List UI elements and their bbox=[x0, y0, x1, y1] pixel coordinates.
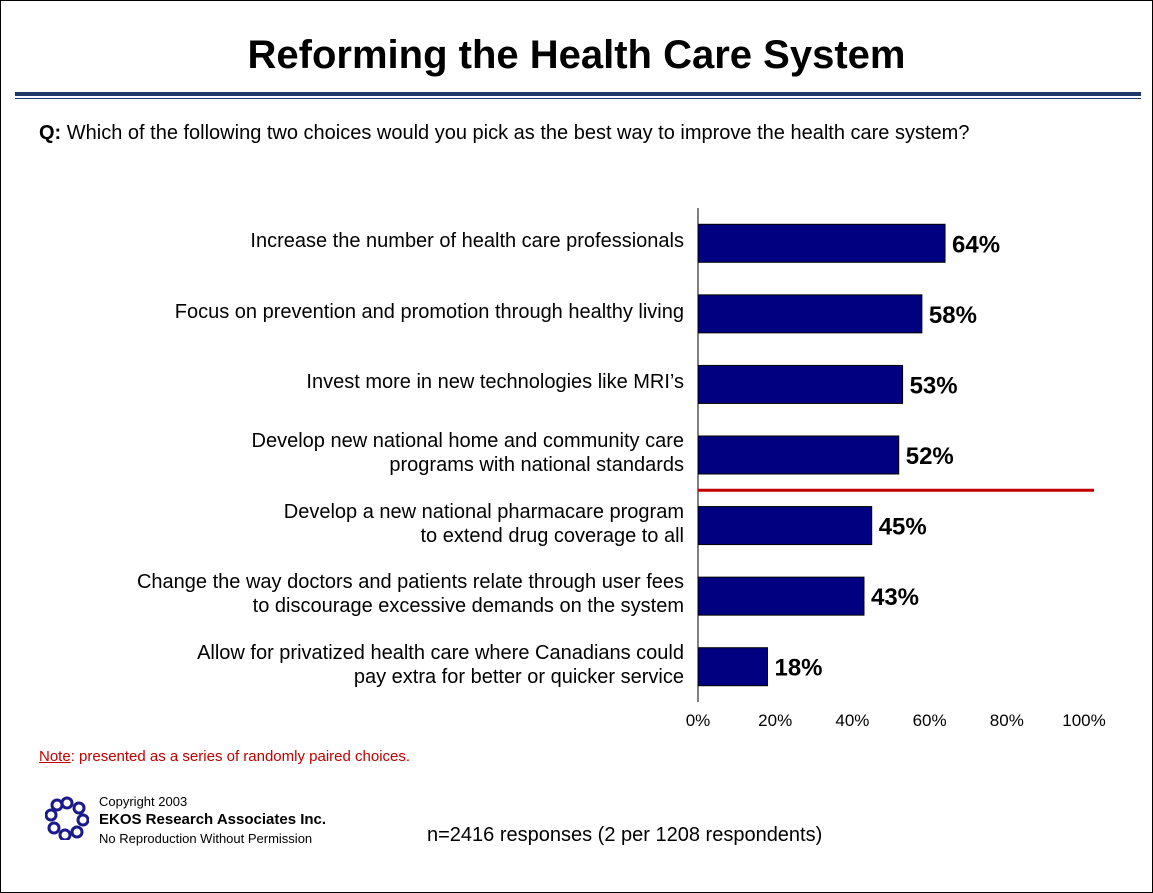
category-label: Develop new national home and community … bbox=[252, 429, 684, 477]
title-rule-thin bbox=[15, 98, 1141, 99]
bar bbox=[697, 435, 900, 475]
data-label: 45% bbox=[879, 514, 927, 541]
data-label: 43% bbox=[871, 584, 919, 611]
data-label: 64% bbox=[952, 231, 1000, 258]
category-label: Increase the number of health care profe… bbox=[250, 229, 684, 253]
data-label: 18% bbox=[774, 655, 822, 682]
x-tick-label: 100% bbox=[1062, 711, 1105, 730]
copyright-year: Copyright 2003 bbox=[99, 794, 188, 809]
category-label: Allow for privatized health care where C… bbox=[197, 641, 684, 689]
bar bbox=[697, 576, 865, 616]
data-label: 58% bbox=[929, 302, 977, 329]
category-label-line: Develop a new national pharmacare progra… bbox=[283, 500, 684, 523]
question-body: Which of the following two choices would… bbox=[61, 122, 970, 144]
x-tick-label: 80% bbox=[990, 711, 1024, 730]
note-text: : presented as a series of randomly pair… bbox=[70, 748, 411, 765]
x-tick-label: 60% bbox=[913, 711, 947, 730]
category-label: Develop a new national pharmacare progra… bbox=[284, 500, 684, 548]
category-label-line: Increase the number of health care profe… bbox=[250, 230, 684, 253]
x-tick-label: 0% bbox=[686, 711, 711, 730]
data-label: 52% bbox=[906, 443, 954, 470]
company-name: EKOS Research Associates Inc. bbox=[99, 811, 327, 828]
category-label-line: programs with national standards bbox=[389, 454, 684, 476]
question-text: Q: Which of the following two choices wo… bbox=[39, 121, 969, 145]
category-label-line: pay extra for better or quicker service bbox=[353, 665, 684, 688]
sample-size: n=2416 responses (2 per 1208 respondents… bbox=[427, 824, 823, 846]
bar bbox=[697, 223, 946, 263]
data-label: 53% bbox=[910, 372, 958, 399]
x-tick-label: 20% bbox=[758, 711, 792, 730]
category-label-line: to discourage excessive demands on the s… bbox=[252, 595, 684, 618]
category-label-line: Allow for privatized health care where C… bbox=[197, 641, 684, 664]
title-rule bbox=[15, 92, 1141, 96]
category-label-line: Invest more in new technologies like MRI… bbox=[306, 371, 684, 394]
category-label-line: to extend drug coverage to all bbox=[420, 524, 684, 547]
category-label-line: Develop new national home and community … bbox=[251, 430, 684, 452]
reproduction-notice: No Reproduction Without Permission bbox=[99, 831, 313, 846]
category-label-line: Change the way doctors and patients rela… bbox=[136, 571, 684, 594]
category-label: Invest more in new technologies like MRI… bbox=[306, 370, 684, 394]
question-prefix: Q: bbox=[39, 122, 62, 144]
bar bbox=[697, 364, 904, 404]
slide-title: Reforming the Health Care System bbox=[247, 33, 906, 77]
note-prefix: Note bbox=[39, 748, 71, 765]
bar bbox=[697, 294, 923, 334]
bar bbox=[697, 647, 768, 687]
x-tick-label: 40% bbox=[835, 711, 869, 730]
note: Note: presented as a series of randomly … bbox=[39, 748, 410, 765]
ekos-logo-icon bbox=[45, 796, 89, 840]
category-label-line: Focus on prevention and promotion throug… bbox=[174, 300, 684, 323]
category-label: Change the way doctors and patients rela… bbox=[137, 570, 684, 618]
category-label: Focus on prevention and promotion throug… bbox=[175, 300, 684, 324]
bar bbox=[697, 506, 873, 546]
